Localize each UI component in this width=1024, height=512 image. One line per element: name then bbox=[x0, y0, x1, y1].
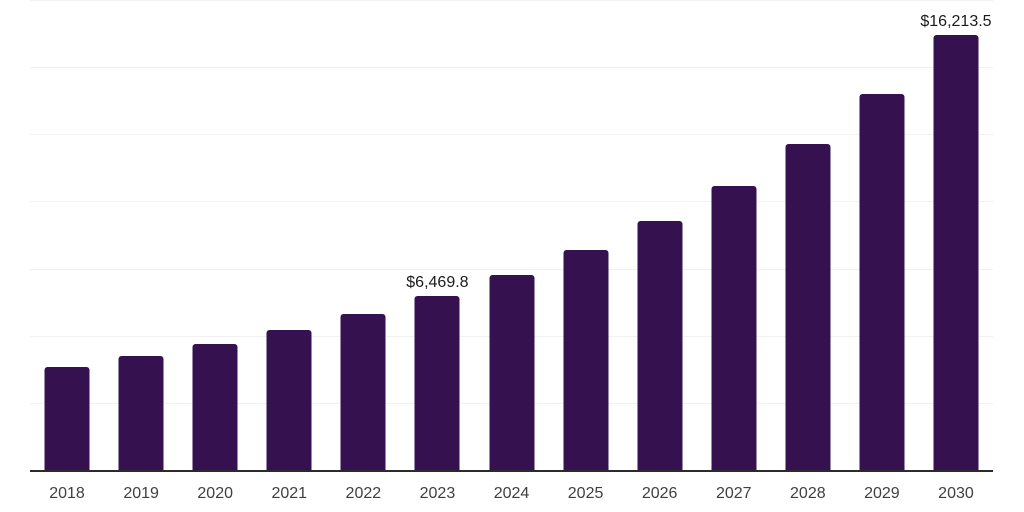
bar-slot-2020 bbox=[178, 0, 252, 472]
bar-2021 bbox=[266, 329, 312, 470]
bar-slot-2027 bbox=[697, 0, 771, 472]
bar-slot-2025 bbox=[549, 0, 623, 472]
bar-2023 bbox=[414, 296, 460, 470]
gridline bbox=[30, 134, 993, 136]
bar-2026 bbox=[637, 220, 683, 470]
bar-2025 bbox=[563, 249, 609, 470]
bar-slot-2029 bbox=[845, 0, 919, 472]
data-label-2030: $16,213.5 bbox=[920, 12, 992, 30]
data-label-2023: $6,469.8 bbox=[406, 274, 469, 292]
plot-area: $6,469.8 $16,213.5 bbox=[30, 0, 993, 472]
bar-2030 bbox=[933, 34, 979, 470]
x-axis-label-2026: 2026 bbox=[641, 485, 678, 502]
bar-slot-2026 bbox=[623, 0, 697, 472]
bar-2028 bbox=[785, 144, 831, 470]
x-axis-label-2018: 2018 bbox=[49, 485, 85, 502]
bar-slot-2019 bbox=[104, 0, 178, 472]
x-axis-label-2030: 2030 bbox=[938, 485, 974, 502]
x-axis-tick-labels: 2018 2019 2020 2021 2022 2023 2024 2025 2026 2027… bbox=[30, 484, 993, 504]
x-axis-label-2027: 2027 bbox=[715, 485, 752, 502]
gridline bbox=[30, 0, 993, 1]
x-axis-label-2023: 2023 bbox=[419, 485, 456, 502]
bar-2027 bbox=[711, 185, 757, 470]
bar-2024 bbox=[489, 275, 534, 470]
bar-slot-2022 bbox=[326, 0, 400, 472]
bar-2029 bbox=[859, 94, 905, 470]
bar-slot-2021 bbox=[252, 0, 326, 472]
bar-2020 bbox=[192, 343, 238, 470]
bar-slot-2023: $6,469.8 bbox=[400, 0, 474, 472]
bar-slot-2030: $16,213.5 bbox=[919, 0, 993, 472]
gridline bbox=[30, 67, 993, 69]
x-axis-label-2021: 2021 bbox=[271, 485, 308, 502]
x-axis-label-2019: 2019 bbox=[123, 485, 159, 502]
x-axis-label-2020: 2020 bbox=[197, 485, 233, 502]
bar-slot-2024 bbox=[474, 0, 548, 472]
x-axis-label-2022: 2022 bbox=[345, 485, 382, 502]
x-axis-label-2025: 2025 bbox=[567, 485, 604, 502]
bar-2018 bbox=[44, 366, 90, 470]
gridline bbox=[30, 268, 993, 270]
bar-2019 bbox=[118, 355, 164, 470]
x-axis-label-2028: 2028 bbox=[790, 485, 826, 502]
x-axis-label-2029: 2029 bbox=[864, 485, 900, 502]
bar-2022 bbox=[340, 313, 386, 470]
x-axis-label-2024: 2024 bbox=[493, 485, 530, 502]
x-axis-line bbox=[30, 470, 993, 472]
bar-series: $6,469.8 $16,213.5 bbox=[30, 0, 993, 472]
gridline bbox=[30, 201, 993, 203]
bar-slot-2028 bbox=[771, 0, 845, 472]
bar-slot-2018 bbox=[30, 0, 104, 472]
